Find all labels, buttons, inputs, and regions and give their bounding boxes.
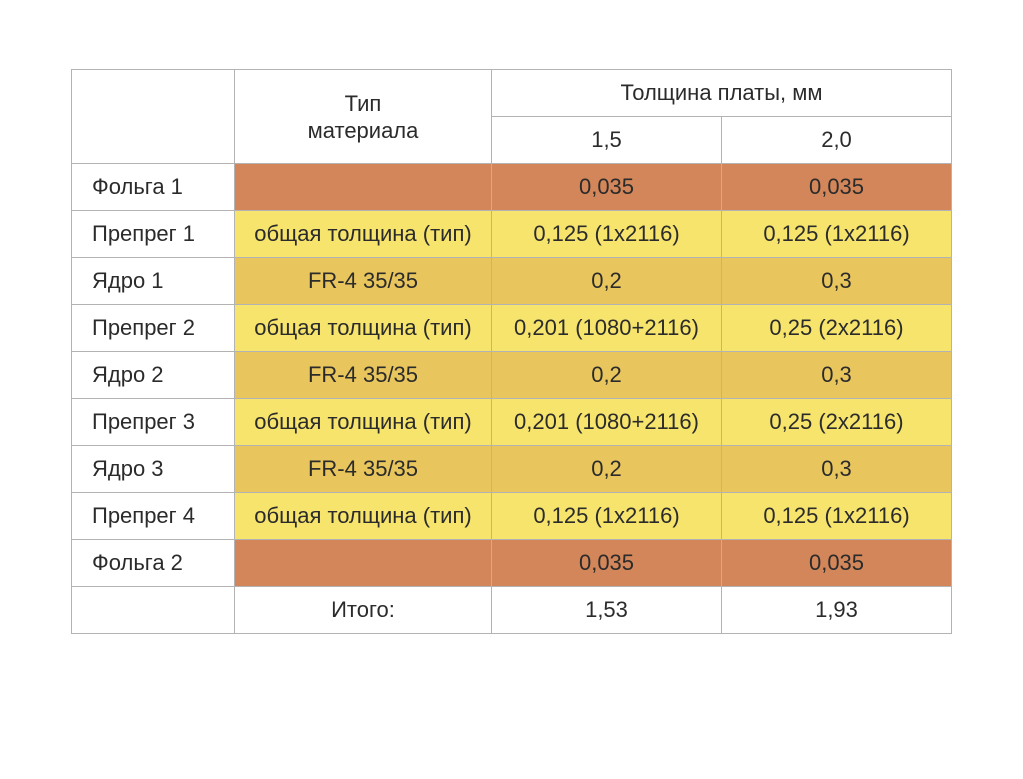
- layer-material-cell: общая толщина (тип): [234, 210, 492, 258]
- header-corner-cell: [71, 69, 235, 164]
- layer-stack-table: Тип материала Толщина платы, мм 1,5 2,0 …: [71, 69, 952, 634]
- layer-thickness-1-5-cell: 0,2: [491, 351, 722, 399]
- layer-thickness-2-0-cell: 0,25 (2x2116): [721, 398, 952, 446]
- table-body: Тип материала Толщина платы, мм 1,5 2,0 …: [71, 69, 952, 634]
- layer-row: Ядро 2 FR-4 35/35 0,2 0,3: [71, 351, 952, 399]
- layer-row: Фольга 2 0,035 0,035: [71, 539, 952, 587]
- layer-material-cell: общая толщина (тип): [234, 398, 492, 446]
- layer-thickness-2-0-cell: 0,3: [721, 445, 952, 493]
- layer-thickness-1-5-cell: 0,2: [491, 445, 722, 493]
- layer-thickness-2-0-cell: 0,125 (1x2116): [721, 210, 952, 258]
- header-material-type: Тип материала: [234, 69, 492, 164]
- layer-thickness-2-0-cell: 0,3: [721, 257, 952, 305]
- layer-row: Ядро 1 FR-4 35/35 0,2 0,3: [71, 257, 952, 305]
- layer-row: Препрег 2 общая толщина (тип) 0,201 (1080+…: [71, 304, 952, 352]
- layer-name-cell: Фольга 1: [71, 163, 235, 211]
- layer-material-cell: общая толщина (тип): [234, 304, 492, 352]
- layer-name-cell: Препрег 4: [71, 492, 235, 540]
- header-variant-1-5: 1,5: [491, 116, 722, 164]
- layer-name-cell: Ядро 1: [71, 257, 235, 305]
- layer-thickness-1-5-cell: 0,035: [491, 539, 722, 587]
- total-row: Итого: 1,53 1,93: [71, 586, 952, 634]
- layer-material-cell: FR-4 35/35: [234, 445, 492, 493]
- layer-material-cell: FR-4 35/35: [234, 351, 492, 399]
- total-empty-cell: [71, 586, 235, 634]
- layer-name-cell: Ядро 3: [71, 445, 235, 493]
- layer-thickness-1-5-cell: 0,035: [491, 163, 722, 211]
- total-value-1-5: 1,53: [491, 586, 722, 634]
- header-row-1: Тип материала Толщина платы, мм: [71, 69, 952, 164]
- header-board-thickness: Толщина платы, мм: [491, 69, 952, 117]
- layer-thickness-1-5-cell: 0,125 (1x2116): [491, 492, 722, 540]
- layer-name-cell: Препрег 2: [71, 304, 235, 352]
- layer-row: Фольга 1 0,035 0,035: [71, 163, 952, 211]
- header-material-type-line1: Тип: [344, 90, 382, 116]
- layer-thickness-1-5-cell: 0,125 (1x2116): [491, 210, 722, 258]
- layer-material-cell: общая толщина (тип): [234, 492, 492, 540]
- layer-thickness-2-0-cell: 0,3: [721, 351, 952, 399]
- total-value-2-0: 1,93: [721, 586, 952, 634]
- layer-name-cell: Препрег 3: [71, 398, 235, 446]
- layer-thickness-2-0-cell: 0,035: [721, 163, 952, 211]
- layer-name-cell: Фольга 2: [71, 539, 235, 587]
- header-variant-2-0: 2,0: [721, 116, 952, 164]
- layer-thickness-1-5-cell: 0,201 (1080+2116): [491, 304, 722, 352]
- layer-row: Препрег 1 общая толщина (тип) 0,125 (1x211…: [71, 210, 952, 258]
- layer-material-cell: FR-4 35/35: [234, 257, 492, 305]
- layer-row: Препрег 4 общая толщина (тип) 0,125 (1x211…: [71, 492, 952, 540]
- total-label: Итого:: [234, 586, 492, 634]
- layer-name-cell: Ядро 2: [71, 351, 235, 399]
- layer-row: Препрег 3 общая толщина (тип) 0,201 (1080+…: [71, 398, 952, 446]
- layer-thickness-1-5-cell: 0,201 (1080+2116): [491, 398, 722, 446]
- layer-material-cell: [234, 163, 492, 211]
- layer-thickness-2-0-cell: 0,25 (2x2116): [721, 304, 952, 352]
- layer-thickness-2-0-cell: 0,125 (1x2116): [721, 492, 952, 540]
- layer-name-cell: Препрег 1: [71, 210, 235, 258]
- layer-row: Ядро 3 FR-4 35/35 0,2 0,3: [71, 445, 952, 493]
- header-material-type-line2: материала: [307, 117, 419, 143]
- layer-material-cell: [234, 539, 492, 587]
- header-row-2: 1,5 2,0: [72, 116, 952, 164]
- layer-thickness-2-0-cell: 0,035: [721, 539, 952, 587]
- layer-thickness-1-5-cell: 0,2: [491, 257, 722, 305]
